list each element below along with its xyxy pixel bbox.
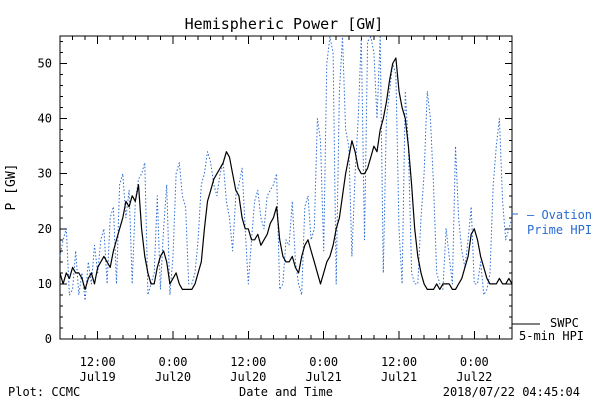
y-tick-label: 30 xyxy=(38,167,52,181)
y-axis: 0 10 20 30 40 50 xyxy=(38,41,512,346)
legend-swpc-line2: 5-min HPI xyxy=(519,329,584,343)
x-tick-label-date: Jul20 xyxy=(155,370,191,384)
x-tick-label-time: 0:00 xyxy=(460,355,489,369)
x-axis: 12:00Jul190:00Jul2012:00Jul200:00Jul2112… xyxy=(59,36,513,384)
series-swpc-line xyxy=(59,57,513,290)
x-tick-label-date: Jul22 xyxy=(456,370,492,384)
legend-swpc-line1: SWPC xyxy=(550,316,579,330)
y-tick-label: 10 xyxy=(38,277,52,291)
x-tick-label-date: Jul21 xyxy=(381,370,417,384)
y-axis-label: P [GW] xyxy=(4,164,19,211)
plot-frame xyxy=(59,35,513,340)
x-tick-label-time: 12:00 xyxy=(381,355,417,369)
y-tick-label: 50 xyxy=(38,57,52,71)
x-tick-label-time: 12:00 xyxy=(80,355,116,369)
x-axis-label: Date and Time xyxy=(239,385,333,399)
x-tick-label-time: 0:00 xyxy=(159,355,188,369)
footer-left: Plot: CCMC xyxy=(8,385,80,399)
y-tick-label: 0 xyxy=(45,332,52,346)
legend-ovation-line2: Prime HPI xyxy=(527,223,592,237)
footer-timestamp: 2018/07/22 04:45:04 xyxy=(443,385,580,399)
y-tick-label: 20 xyxy=(38,222,52,236)
x-tick-label-date: Jul21 xyxy=(306,370,342,384)
x-tick-label-time: 12:00 xyxy=(230,355,266,369)
series-layer xyxy=(59,36,513,301)
legend-ovation-line1: — Ovation xyxy=(527,208,592,222)
x-tick-label-date: Jul19 xyxy=(80,370,116,384)
x-tick-label-date: Jul20 xyxy=(230,370,266,384)
chart-title: Hemispheric Power [GW] xyxy=(185,15,384,33)
x-tick-label-time: 0:00 xyxy=(309,355,338,369)
y-tick-label: 40 xyxy=(38,112,52,126)
